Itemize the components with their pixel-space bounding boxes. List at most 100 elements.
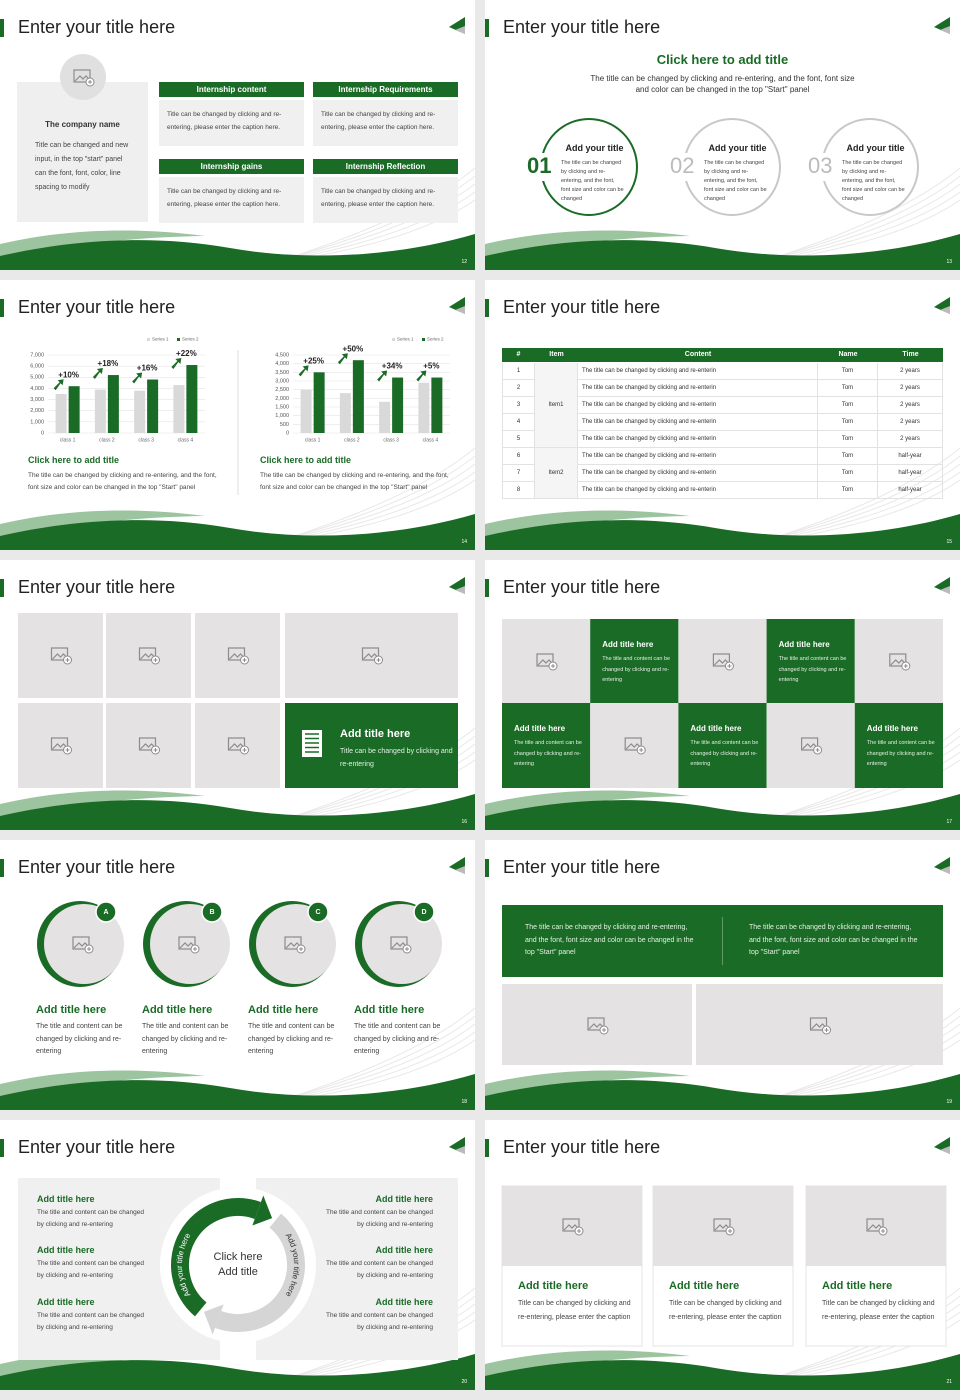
x-tick-label: class 4 <box>423 437 439 443</box>
step-text: The title can be changed by clicking and… <box>561 160 624 202</box>
bar <box>94 389 106 433</box>
table-cell: 2 years <box>878 363 943 380</box>
logo-shade <box>940 586 950 594</box>
panel-heading: Internship Reflection <box>313 159 458 174</box>
slide: Enter your title here Add title here Title… <box>0 560 475 830</box>
item-title: Add title here <box>37 1245 95 1255</box>
title-bar <box>485 19 489 37</box>
step-title: Add your title <box>846 143 905 153</box>
title-bar <box>0 299 4 317</box>
image-icon <box>903 664 908 668</box>
bar <box>392 377 404 433</box>
table-cell: The title can be changed by clicking and… <box>578 380 818 397</box>
table-header: # <box>502 348 535 362</box>
annotation: +16% <box>137 364 158 373</box>
y-tick-label: 3,500 <box>275 370 289 376</box>
image-placeholder <box>590 703 679 788</box>
wave-light <box>485 1070 690 1098</box>
panel-heading: Internship gains <box>159 159 304 174</box>
icon-circle <box>60 54 106 100</box>
table-cell: The title can be changed by clicking and… <box>578 482 818 499</box>
image-placeholder <box>696 984 943 1065</box>
image-placeholder <box>806 1186 946 1266</box>
item-text: The title and content can be changed by … <box>36 1023 123 1055</box>
image-icon <box>824 1028 829 1032</box>
annotation: +34% <box>382 362 403 371</box>
image-icon <box>537 659 553 666</box>
x-tick-label: class 1 <box>60 437 76 443</box>
image-icon <box>179 942 195 949</box>
image-placeholder <box>502 984 692 1065</box>
y-tick-label: 3,000 <box>275 378 289 384</box>
bar <box>352 360 364 433</box>
image-icon <box>361 647 380 661</box>
slide: Enter your title here 0 1,000 2,000 3,000 4,0… <box>0 280 475 550</box>
table-cell: Item2 <box>535 448 578 499</box>
tile-text: The title and content can be changed by … <box>778 656 847 683</box>
table-header: Content <box>578 348 818 362</box>
step-number: 01 <box>527 153 552 178</box>
wave <box>485 1074 960 1110</box>
tile-title: Add title here <box>690 724 742 733</box>
item-title: Add title here <box>375 1297 433 1307</box>
logo-shade <box>455 306 465 314</box>
image-icon <box>588 1023 604 1030</box>
image-placeholder <box>195 703 280 788</box>
image-icon <box>815 748 820 752</box>
text-tile <box>590 619 679 704</box>
company-text: Title can be changed and new input, in t… <box>35 142 129 191</box>
table-cell: 5 <box>502 431 535 448</box>
annotation: +25% <box>303 356 324 365</box>
page-number: 12 <box>461 259 467 265</box>
growth-arrow <box>337 353 348 365</box>
image-icon <box>153 748 158 752</box>
growth-arrow <box>171 358 182 370</box>
growth-arrow <box>298 365 309 377</box>
table-cell: Tom <box>818 431 878 448</box>
slide: Enter your title here Add your title here… <box>0 1120 475 1390</box>
annotation: +5% <box>423 362 439 371</box>
bar <box>418 382 430 433</box>
x-tick-label: class 2 <box>344 437 360 443</box>
banner-text: The title can be changed by clicking and… <box>525 924 694 956</box>
image-icon <box>890 659 906 666</box>
y-tick-label: 2,000 <box>30 408 44 414</box>
image-icon <box>193 947 197 951</box>
bar <box>107 375 119 433</box>
image-icon <box>391 942 407 949</box>
bar <box>147 379 159 433</box>
image-placeholder <box>18 613 103 698</box>
legend-swatch <box>177 338 180 341</box>
subtitle: The title can be changed by clicking and… <box>590 74 855 94</box>
card-text: Title can be changed by clicking and re-… <box>822 1300 935 1321</box>
x-tick-label: class 2 <box>99 437 115 443</box>
image-placeholder <box>502 619 591 704</box>
table-cell: 2 years <box>878 397 943 414</box>
title-bar <box>0 859 4 877</box>
image-placeholder <box>502 1186 642 1266</box>
layer: 0 1,000 2,000 3,000 4,000 5,000 6,000 7,000 clas… <box>30 337 450 495</box>
company-card <box>17 82 148 222</box>
legend-swatch <box>147 338 150 341</box>
layer <box>501 1185 947 1347</box>
title-bar <box>485 1139 489 1157</box>
heading: Click here to add title <box>656 52 789 67</box>
image-icon <box>727 664 732 668</box>
wave-light <box>485 1350 690 1378</box>
badge-letter: A <box>103 909 108 916</box>
image-icon <box>390 936 408 950</box>
page-number: 17 <box>946 819 952 825</box>
banner-divider <box>722 917 723 965</box>
center-label: Click here Add title <box>213 1251 263 1278</box>
page-number: 16 <box>461 819 467 825</box>
bar <box>186 365 198 433</box>
card-text: Title can be changed by clicking and re-… <box>518 1300 631 1321</box>
panel-text: Title can be changed by clicking and re-… <box>159 177 304 223</box>
x-tick-label: class 1 <box>305 437 321 443</box>
title-bar <box>485 579 489 597</box>
image-placeholder <box>18 703 103 788</box>
legend-label: Series 2 <box>427 337 444 342</box>
logo-shade <box>455 866 465 874</box>
image-icon <box>551 664 555 668</box>
wave <box>0 514 475 550</box>
